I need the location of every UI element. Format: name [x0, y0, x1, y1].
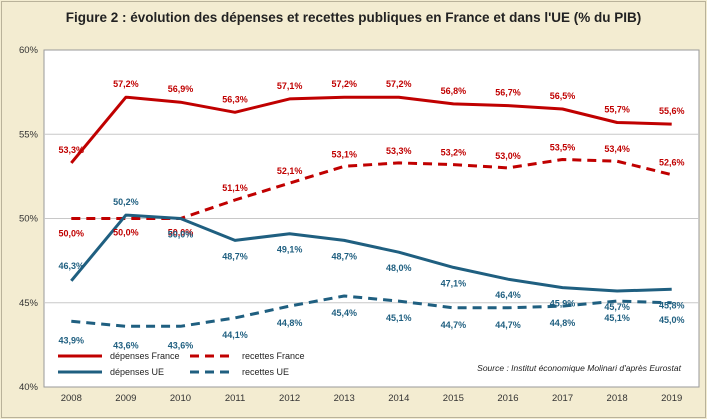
data-label: 49,1%: [277, 245, 303, 255]
data-label: 44,8%: [277, 318, 303, 328]
source-note: Source : Institut économique Molinari d'…: [477, 363, 681, 373]
y-tick-label: 50%: [19, 214, 39, 225]
data-label: 46,3%: [59, 261, 85, 271]
data-label: 43,6%: [168, 340, 194, 350]
data-label: 50,0%: [168, 230, 194, 240]
data-label: 48,7%: [222, 251, 248, 261]
data-label: 53,0%: [495, 151, 521, 161]
y-tick-label: 40%: [19, 382, 39, 393]
x-tick-label: 2019: [661, 393, 682, 404]
x-tick-label: 2010: [170, 393, 191, 404]
data-label: 47,1%: [441, 278, 467, 288]
data-label: 57,2%: [331, 79, 357, 89]
x-tick-label: 2008: [61, 393, 82, 404]
data-label: 57,1%: [277, 81, 303, 91]
x-tick-label: 2017: [552, 393, 573, 404]
legend-label: dépenses UE: [110, 367, 164, 377]
y-axis-ticks: 40% 45% 50% 55% 60%: [19, 45, 39, 393]
series-line: [71, 294, 672, 328]
data-label: 53,5%: [550, 143, 576, 153]
chart-title: Figure 2 : évolution des dépenses et rec…: [65, 10, 642, 25]
data-label: 52,1%: [277, 166, 303, 176]
data-label: 48,0%: [386, 263, 412, 273]
data-label: 50,2%: [113, 197, 139, 207]
y-tick-label: 55%: [19, 129, 39, 140]
data-label: 45,7%: [604, 302, 630, 312]
x-tick-label: 2012: [279, 393, 300, 404]
x-tick-label: 2016: [497, 393, 518, 404]
data-label: 56,7%: [495, 88, 521, 98]
data-label: 45,0%: [659, 315, 685, 325]
legend: dépenses France recettes France dépenses U…: [58, 351, 305, 377]
data-label: 46,4%: [495, 290, 521, 300]
data-label: 44,7%: [441, 320, 467, 330]
data-label: 44,7%: [495, 320, 521, 330]
x-tick-label: 2015: [443, 393, 464, 404]
x-tick-label: 2011: [225, 393, 245, 404]
x-tick-label: 2014: [388, 393, 409, 404]
series-lines: [70, 95, 673, 328]
data-label: 53,3%: [59, 145, 85, 155]
data-label: 44,8%: [550, 318, 576, 328]
y-tick-label: 60%: [19, 45, 39, 56]
data-label: 50,0%: [113, 228, 139, 238]
data-label: 43,9%: [59, 335, 85, 345]
data-label: 53,4%: [604, 144, 630, 154]
data-label: 45,4%: [331, 308, 357, 318]
data-label: 53,3%: [386, 146, 412, 156]
data-label: 56,9%: [168, 84, 194, 94]
legend-label: dépenses France: [110, 351, 180, 361]
data-label: 51,1%: [222, 183, 248, 193]
data-label: 43,6%: [113, 340, 139, 350]
data-label: 52,6%: [659, 158, 685, 168]
x-tick-label: 2013: [334, 393, 355, 404]
legend-label: recettes UE: [242, 367, 289, 377]
data-label: 53,2%: [441, 148, 467, 158]
data-label: 55,6%: [659, 106, 685, 116]
y-tick-label: 45%: [19, 298, 39, 309]
series-line: [71, 158, 673, 220]
series-line: [70, 213, 672, 293]
data-label: 55,7%: [604, 104, 630, 114]
x-tick-label: 2009: [115, 393, 136, 404]
data-label: 50,0%: [168, 228, 194, 238]
legend-label: recettes France: [242, 351, 305, 361]
data-label: 45,8%: [659, 300, 685, 310]
x-axis-ticks: 2008 2009 2010 2011 2012 2013 2014 2015 2016 2017…: [61, 393, 683, 404]
data-label: 45,1%: [604, 313, 630, 323]
data-label: 50,0%: [59, 229, 85, 239]
data-label: 45,1%: [386, 313, 412, 323]
data-label: 56,5%: [550, 91, 576, 101]
data-label: 45,9%: [550, 299, 576, 309]
data-label: 44,1%: [222, 330, 248, 340]
x-tick-label: 2018: [607, 393, 628, 404]
data-label: 56,3%: [222, 94, 248, 104]
data-label: 53,1%: [331, 149, 357, 159]
data-labels: 53,3% 57,2% 56,9% 56,3% 57,1% 57,2% 57,2% 56,8%…: [59, 79, 685, 350]
series-line: [70, 95, 672, 164]
data-label: 57,2%: [386, 79, 412, 89]
data-label: 57,2%: [113, 79, 139, 89]
data-label: 48,7%: [331, 251, 357, 261]
data-label: 56,8%: [441, 86, 467, 96]
